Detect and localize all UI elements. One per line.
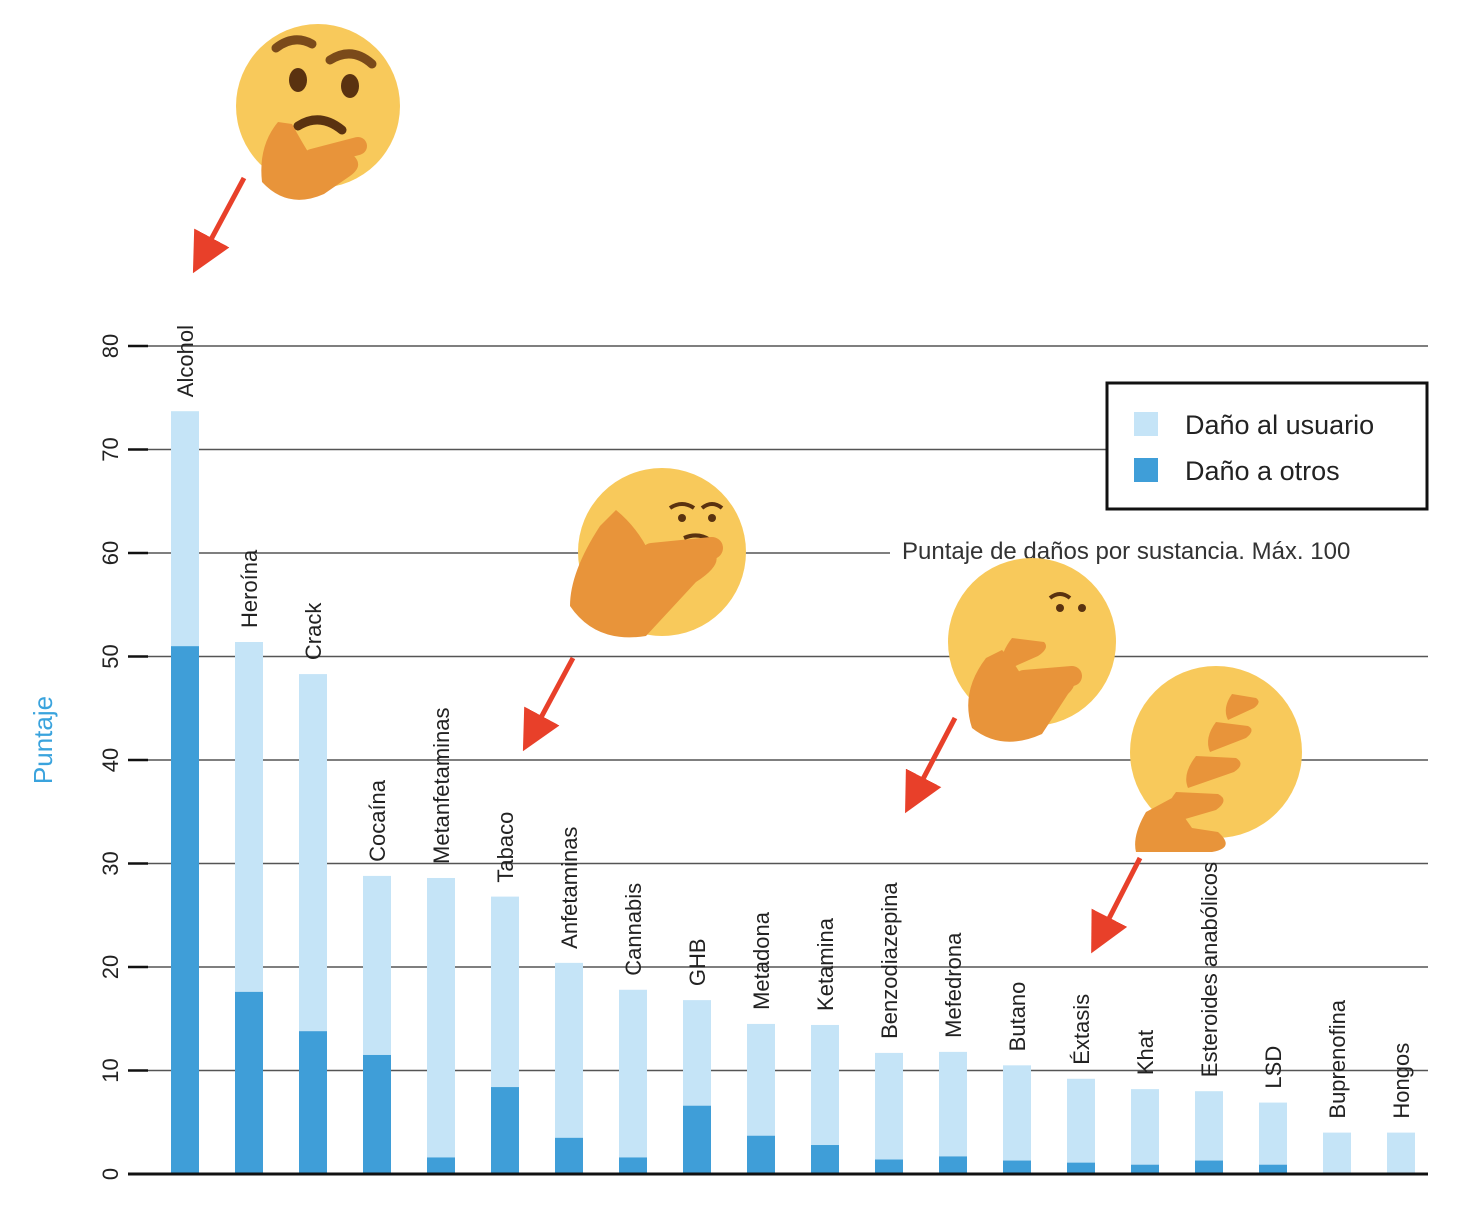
bar-user-harm — [363, 875, 391, 1055]
legend-box — [1105, 381, 1429, 511]
category-label: Tabaco — [493, 812, 518, 883]
y-axis-ticks: 0 10 20 30 40 50 60 70 80 — [98, 334, 148, 1180]
y-tick-label: 60 — [98, 541, 123, 565]
category-label: Cocaína — [365, 779, 390, 862]
category-label: Hongos — [1389, 1043, 1414, 1119]
category-label: GHB — [685, 938, 710, 986]
bar-user-harm — [427, 877, 455, 1158]
bar-user-harm — [619, 989, 647, 1158]
y-tick-label: 10 — [98, 1058, 123, 1082]
annotation-arrow — [522, 656, 576, 752]
bar-others-harm — [683, 1105, 711, 1174]
category-label: Khat — [1133, 1030, 1158, 1075]
bar-others-harm — [619, 1157, 647, 1174]
bar-user-harm — [171, 411, 199, 647]
bar-others-harm — [427, 1157, 455, 1174]
y-tick-label: 80 — [98, 334, 123, 358]
y-tick-label: 70 — [98, 437, 123, 461]
bar-others-harm — [363, 1054, 391, 1174]
category-label: Anfetaminas — [557, 827, 582, 949]
bar-others-harm — [491, 1087, 519, 1174]
category-label: Mefedrona — [941, 932, 966, 1038]
bar-others-harm — [1131, 1164, 1159, 1174]
chart-title: Puntaje de daños por sustancia. Máx. 100 — [902, 538, 1350, 565]
bar-user-harm — [1323, 1132, 1351, 1174]
bar-user-harm — [1131, 1089, 1159, 1165]
thinking-face-emoji — [948, 558, 1116, 742]
y-tick-label: 30 — [98, 851, 123, 875]
bar-user-harm — [299, 674, 327, 1032]
thinking-face-emoji — [1130, 666, 1302, 852]
bar-others-harm — [811, 1145, 839, 1174]
bar-user-harm — [683, 1000, 711, 1106]
bar-user-harm — [555, 962, 583, 1138]
bar-others-harm — [1259, 1164, 1287, 1174]
y-tick-label: 40 — [98, 748, 123, 772]
bar-user-harm — [939, 1051, 967, 1157]
bar-others-harm — [299, 1031, 327, 1174]
category-label: Esteroides anabólicos — [1197, 862, 1222, 1077]
bars — [171, 411, 1415, 1174]
bar-others-harm — [939, 1156, 967, 1174]
bar-user-harm — [1387, 1132, 1415, 1174]
annotation-arrow — [905, 716, 958, 814]
bar-others-harm — [1003, 1160, 1031, 1174]
bar-user-harm — [1259, 1102, 1287, 1165]
bar-user-harm — [491, 896, 519, 1088]
bar-others-harm — [1195, 1160, 1223, 1174]
thinking-face-emoji — [236, 24, 400, 200]
bar-user-harm — [811, 1024, 839, 1146]
category-label: Buprenofina — [1325, 999, 1350, 1118]
bar-user-harm — [235, 642, 263, 992]
annotation-arrow — [1091, 856, 1143, 954]
y-axis-label: Puntaje — [28, 696, 58, 784]
bar-others-harm — [875, 1159, 903, 1174]
bar-user-harm — [1067, 1078, 1095, 1163]
category-label: Crack — [301, 602, 326, 660]
category-label: Éxtasis — [1069, 994, 1094, 1065]
y-tick-label: 0 — [98, 1168, 123, 1180]
category-label: Butano — [1005, 982, 1030, 1052]
category-label: Ketamina — [813, 917, 838, 1011]
bar-user-harm — [875, 1052, 903, 1160]
subtitle-background — [890, 532, 1450, 570]
bar-others-harm — [235, 991, 263, 1174]
gridlines — [128, 345, 1428, 1072]
category-label: Cannabis — [621, 883, 646, 976]
category-labels: Alcohol Heroína Crack Cocaína Metanfetaminas… — [173, 325, 1414, 1119]
bar-others-harm — [1067, 1162, 1095, 1174]
category-label: Metadona — [749, 911, 774, 1010]
legend-swatch-others — [1134, 458, 1158, 482]
bar-user-harm — [1195, 1091, 1223, 1161]
legend-label-others: Daño a otros — [1185, 456, 1340, 486]
legend-swatch-user — [1134, 412, 1158, 436]
thinking-face-emoji — [570, 468, 746, 638]
category-label: Alcohol — [173, 325, 198, 397]
category-label: LSD — [1261, 1046, 1286, 1089]
y-tick-label: 50 — [98, 644, 123, 668]
bar-others-harm — [171, 646, 199, 1174]
category-label: Benzodiazepina — [877, 882, 902, 1039]
category-label: Heroína — [237, 549, 262, 628]
bar-others-harm — [555, 1137, 583, 1174]
legend-label-user: Daño al usuario — [1185, 410, 1374, 440]
category-label: Metanfetaminas — [429, 707, 454, 864]
bar-user-harm — [747, 1023, 775, 1136]
annotation-arrow — [192, 176, 247, 274]
bar-user-harm — [1003, 1065, 1031, 1161]
y-tick-label: 20 — [98, 955, 123, 979]
legend: Daño al usuario Daño a otros — [1105, 381, 1429, 511]
bar-others-harm — [747, 1135, 775, 1174]
